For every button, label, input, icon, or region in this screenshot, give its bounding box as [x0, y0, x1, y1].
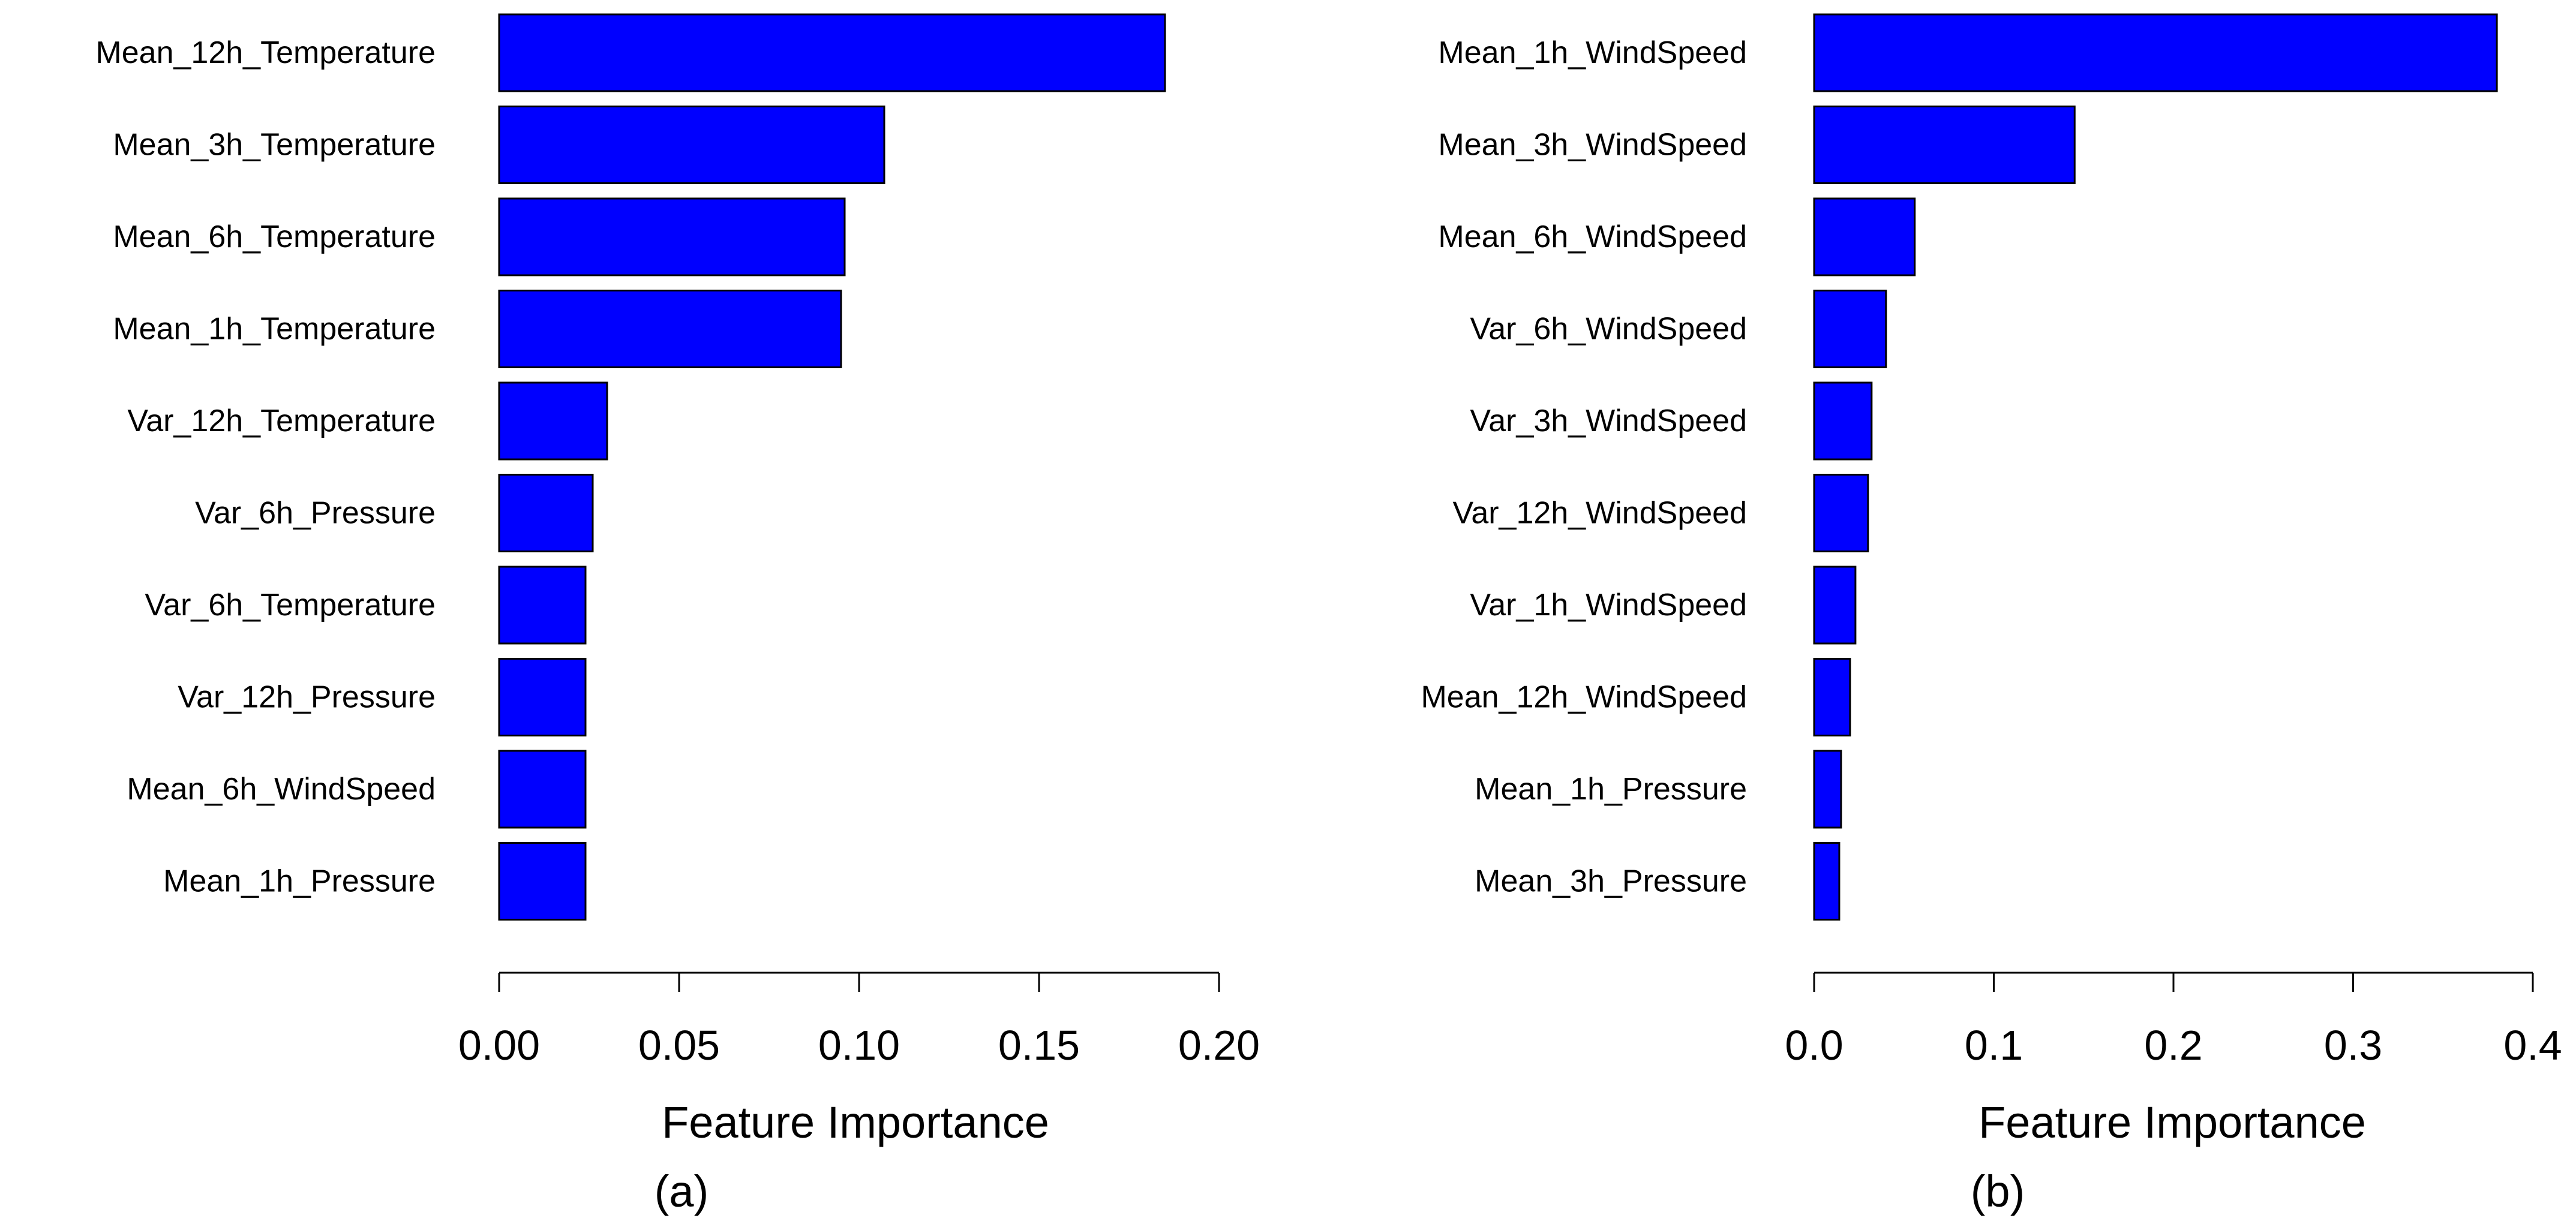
bar[interactable] [498, 658, 587, 736]
bar[interactable] [1813, 566, 1857, 645]
category-label: Mean_3h_Pressure [1475, 864, 1747, 899]
category-label: Mean_3h_Temperature [113, 128, 436, 163]
category-label: Var_12h_Pressure [178, 680, 436, 715]
bar[interactable] [1813, 381, 1873, 461]
bar[interactable] [1813, 750, 1842, 829]
x-tick-label: 0.20 [1178, 1022, 1260, 1069]
category-label: Mean_1h_WindSpeed [1438, 35, 1747, 70]
category-label: Mean_1h_Pressure [1475, 772, 1747, 807]
category-label: Var_12h_WindSpeed [1453, 496, 1748, 531]
category-label: Var_6h_WindSpeed [1470, 312, 1747, 347]
bar[interactable] [1813, 842, 1841, 921]
x-tick-label: 0.2 [2144, 1022, 2202, 1069]
x-tick-label: 0.3 [2324, 1022, 2382, 1069]
x-tick-label: 0.05 [638, 1022, 720, 1069]
category-label: Mean_1h_Temperature [113, 312, 436, 347]
bar[interactable] [1813, 474, 1869, 552]
panel-label: (a) [654, 1166, 708, 1216]
panel-label: (b) [1971, 1166, 2025, 1216]
x-tick-label: 0.4 [2503, 1022, 2562, 1069]
bar[interactable] [1813, 658, 1851, 736]
bar[interactable] [1813, 106, 2076, 184]
category-label: Mean_12h_WindSpeed [1421, 680, 1747, 715]
bar[interactable] [1813, 197, 1916, 276]
x-tick-label: 0.0 [1785, 1022, 1843, 1069]
category-label: Var_12h_Temperature [127, 404, 436, 438]
category-label: Mean_6h_WindSpeed [127, 772, 436, 807]
x-tick-label: 0.10 [818, 1022, 900, 1069]
x-tick-label: 0.15 [998, 1022, 1080, 1069]
category-label: Var_1h_WindSpeed [1470, 588, 1747, 622]
bar[interactable] [498, 106, 885, 184]
panel-b: (b) Feature Importance Mean_1h_WindSpeed… [1421, 13, 2562, 1216]
category-label: Var_6h_Temperature [145, 588, 436, 622]
x-axis-title: Feature Importance [1978, 1097, 2366, 1147]
bar[interactable] [1813, 13, 2498, 92]
x-axis-title: Feature Importance [662, 1097, 1049, 1147]
bar[interactable] [498, 381, 608, 461]
bar[interactable] [498, 566, 587, 645]
x-tick-label: 0.1 [1965, 1022, 2023, 1069]
bar[interactable] [498, 13, 1166, 92]
panel-a: (a) Feature Importance Mean_12h_Temperat… [95, 13, 1260, 1216]
category-label: Var_3h_WindSpeed [1470, 404, 1747, 438]
category-label: Var_6h_Pressure [195, 496, 436, 531]
category-label: Mean_3h_WindSpeed [1438, 128, 1747, 163]
x-tick-label: 0.00 [458, 1022, 540, 1069]
category-label: Mean_6h_WindSpeed [1438, 219, 1747, 254]
bar[interactable] [498, 750, 587, 829]
category-label: Mean_6h_Temperature [113, 219, 436, 254]
category-label: Mean_1h_Pressure [163, 864, 436, 899]
bar[interactable] [1813, 290, 1887, 368]
bar[interactable] [498, 290, 842, 368]
bar[interactable] [498, 842, 587, 921]
bar[interactable] [498, 474, 594, 552]
bar[interactable] [498, 197, 846, 276]
category-label: Mean_12h_Temperature [95, 35, 436, 70]
